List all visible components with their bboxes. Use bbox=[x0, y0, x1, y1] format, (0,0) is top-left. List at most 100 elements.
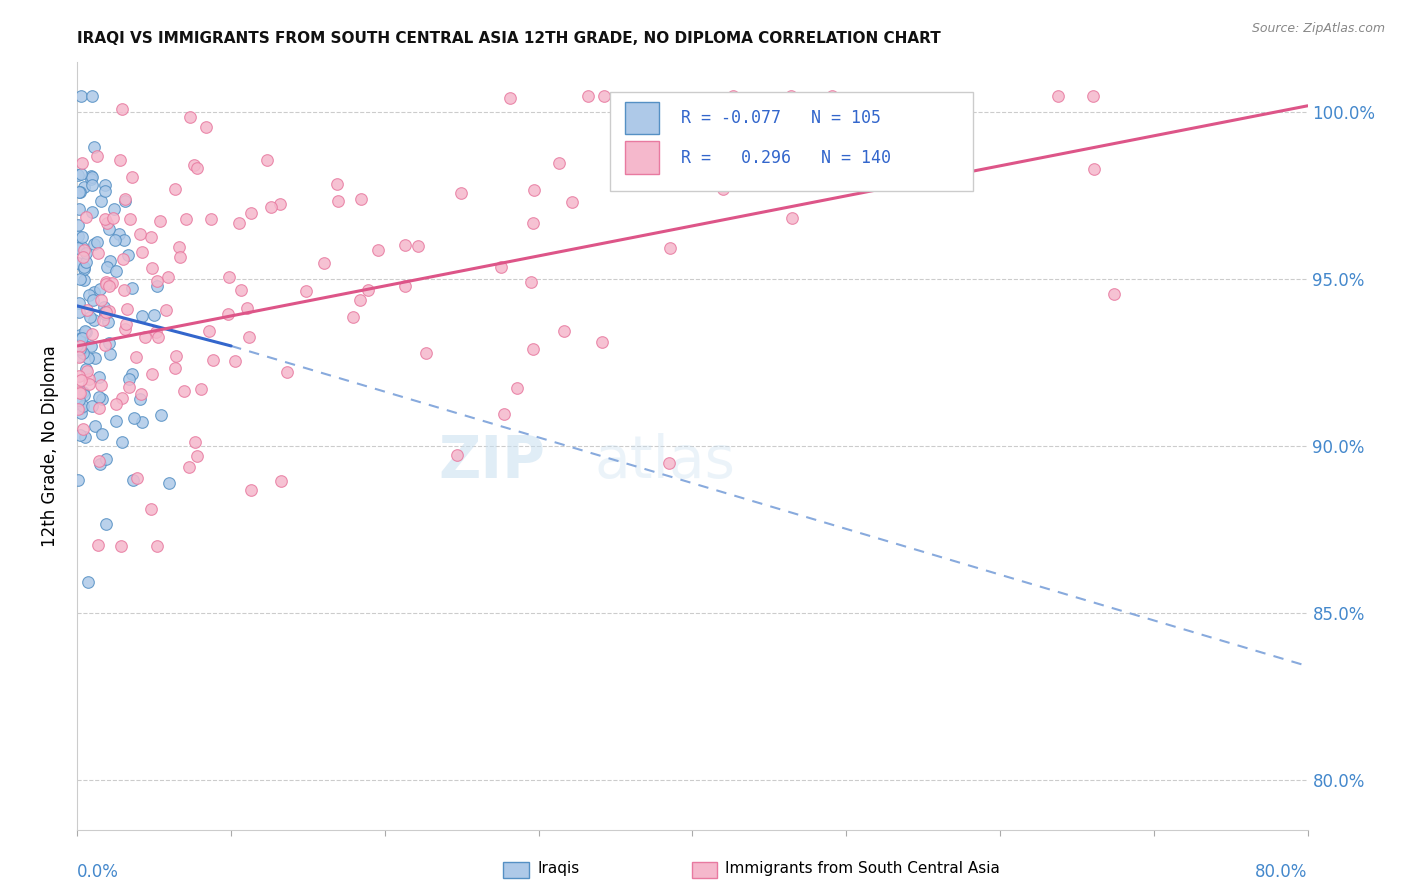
Point bbox=[111, 391, 134, 405]
Point bbox=[80, 171, 103, 186]
Point bbox=[97, 336, 120, 351]
Point bbox=[177, 460, 200, 475]
Point bbox=[70, 333, 93, 347]
Point bbox=[69, 335, 91, 350]
Point bbox=[118, 372, 141, 386]
Point bbox=[80, 399, 103, 413]
Point bbox=[312, 256, 335, 270]
Point bbox=[173, 384, 195, 399]
Point bbox=[80, 339, 103, 353]
Point bbox=[142, 308, 165, 322]
Point bbox=[105, 264, 128, 278]
Point bbox=[1081, 88, 1104, 103]
Point bbox=[169, 240, 191, 254]
Point bbox=[110, 539, 132, 553]
Point bbox=[141, 368, 163, 382]
Point bbox=[128, 227, 150, 241]
Point bbox=[75, 255, 97, 269]
Point bbox=[93, 212, 115, 227]
Point bbox=[117, 301, 139, 316]
Point bbox=[561, 195, 583, 210]
Point bbox=[139, 502, 162, 516]
Point bbox=[139, 230, 162, 244]
Point bbox=[69, 185, 91, 199]
Point bbox=[67, 241, 90, 255]
Point bbox=[682, 118, 704, 132]
Point bbox=[69, 386, 91, 401]
Point bbox=[122, 410, 145, 425]
Point bbox=[394, 237, 416, 252]
Point bbox=[75, 362, 97, 376]
Point bbox=[75, 324, 97, 338]
Point bbox=[79, 169, 101, 184]
Point bbox=[72, 346, 94, 360]
Point bbox=[77, 377, 100, 392]
Text: IRAQI VS IMMIGRANTS FROM SOUTH CENTRAL ASIA 12TH GRADE, NO DIPLOMA CORRELATION C: IRAQI VS IMMIGRANTS FROM SOUTH CENTRAL A… bbox=[77, 31, 941, 46]
Point bbox=[228, 216, 250, 230]
Point bbox=[66, 229, 89, 244]
Point bbox=[111, 435, 134, 450]
Point bbox=[83, 418, 105, 433]
Point bbox=[73, 273, 96, 287]
Point bbox=[77, 287, 100, 301]
Point bbox=[112, 283, 135, 297]
Point bbox=[69, 349, 91, 363]
Text: R =   0.296   N = 140: R = 0.296 N = 140 bbox=[682, 149, 891, 167]
Point bbox=[69, 373, 91, 387]
Point bbox=[357, 283, 380, 297]
Point bbox=[67, 295, 90, 310]
Point bbox=[67, 256, 90, 270]
Point bbox=[593, 88, 616, 103]
Point bbox=[70, 88, 93, 103]
Point bbox=[229, 284, 252, 298]
Point bbox=[90, 426, 112, 441]
Point bbox=[367, 243, 389, 257]
Point bbox=[82, 326, 104, 341]
Point bbox=[86, 235, 108, 249]
Point bbox=[114, 321, 136, 335]
Point bbox=[131, 244, 153, 259]
Point bbox=[67, 473, 90, 487]
Point bbox=[349, 293, 371, 308]
Point bbox=[256, 153, 278, 167]
Point bbox=[711, 182, 734, 196]
Point bbox=[67, 332, 90, 346]
Point bbox=[89, 281, 111, 295]
Point bbox=[94, 451, 117, 466]
Text: R = -0.077   N = 105: R = -0.077 N = 105 bbox=[682, 109, 882, 127]
Point bbox=[67, 202, 90, 216]
Point bbox=[179, 110, 201, 124]
Point bbox=[90, 377, 112, 392]
Text: 0.0%: 0.0% bbox=[77, 863, 120, 881]
Bar bbox=[624, 142, 659, 174]
Point bbox=[186, 449, 208, 463]
Point bbox=[70, 343, 93, 358]
Point bbox=[523, 183, 546, 197]
Point bbox=[100, 277, 122, 291]
Point bbox=[76, 574, 98, 589]
Point bbox=[269, 197, 291, 211]
Text: Immigrants from South Central Asia: Immigrants from South Central Asia bbox=[725, 862, 1001, 876]
Point bbox=[239, 483, 262, 497]
Point bbox=[295, 284, 318, 298]
Point bbox=[67, 350, 90, 364]
Point bbox=[98, 304, 121, 318]
Point bbox=[73, 388, 96, 402]
Point bbox=[190, 382, 212, 396]
Point bbox=[217, 307, 239, 321]
Point bbox=[94, 305, 117, 319]
Point bbox=[82, 293, 104, 307]
Point bbox=[93, 300, 115, 314]
Point bbox=[73, 180, 96, 194]
Point bbox=[72, 384, 94, 399]
Text: 80.0%: 80.0% bbox=[1256, 863, 1308, 881]
Point bbox=[90, 194, 112, 209]
Point bbox=[75, 210, 97, 224]
Point bbox=[67, 401, 90, 416]
FancyBboxPatch shape bbox=[610, 93, 973, 191]
Point bbox=[117, 248, 139, 262]
Point bbox=[72, 422, 94, 436]
Point bbox=[70, 331, 93, 345]
Point bbox=[104, 397, 127, 411]
Point bbox=[276, 365, 298, 379]
